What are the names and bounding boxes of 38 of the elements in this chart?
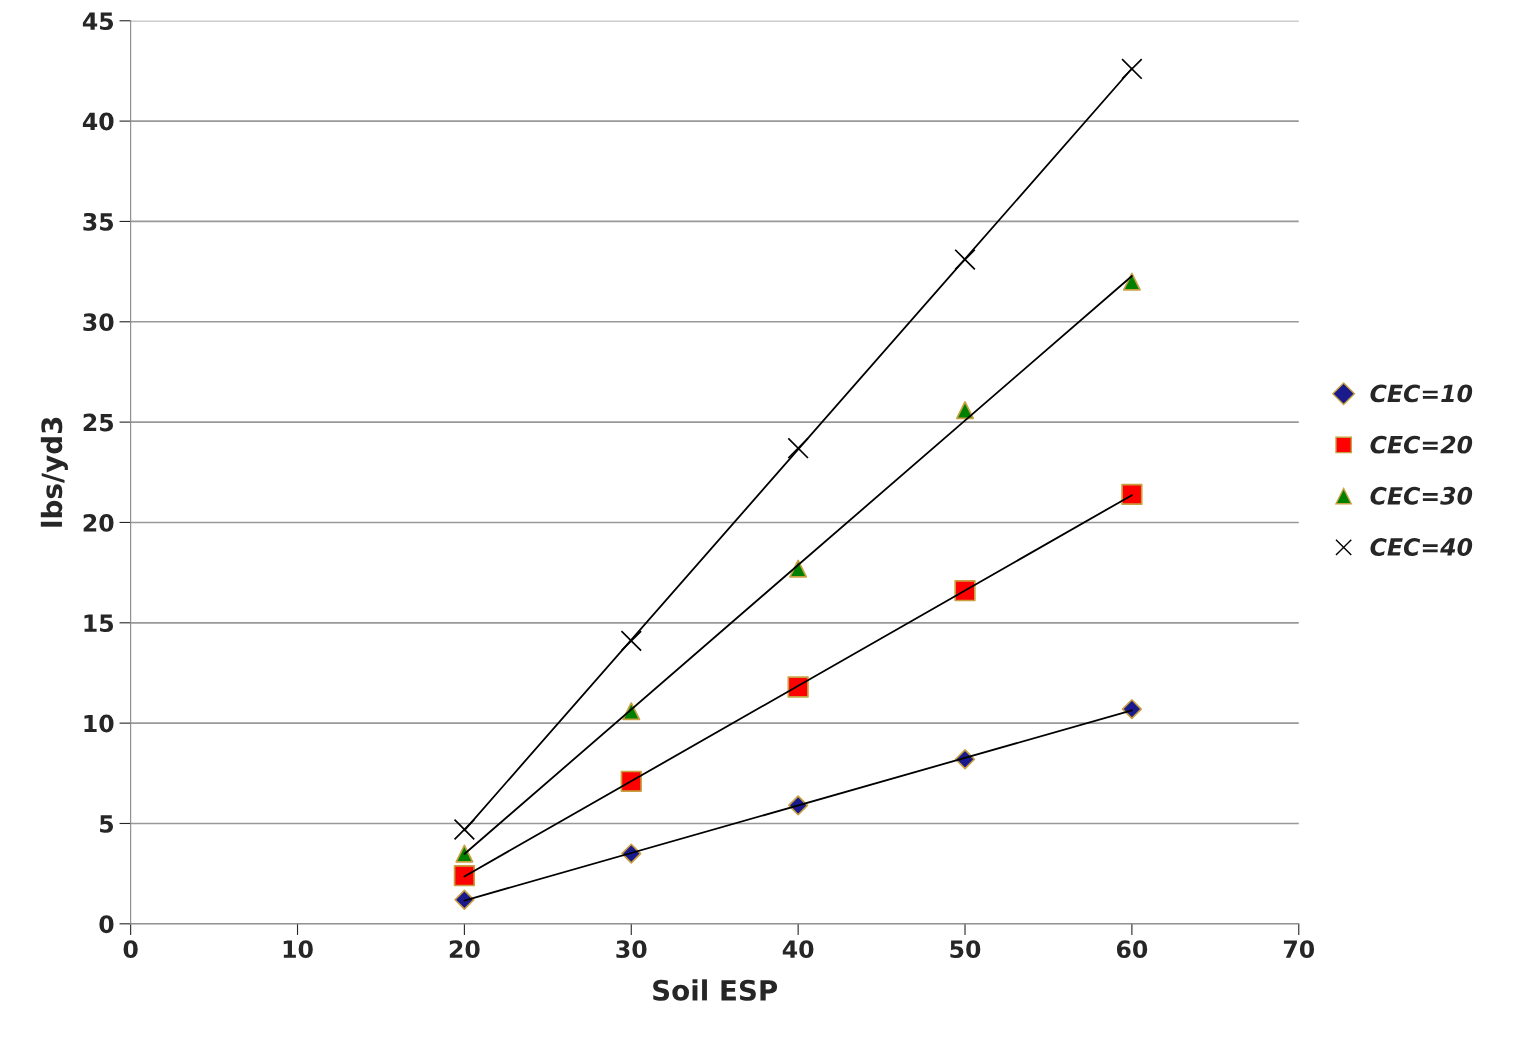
point xyxy=(453,865,476,887)
x-tick-label: 40 xyxy=(782,940,814,959)
point xyxy=(1121,698,1143,720)
y-tick-label: 45 xyxy=(82,12,114,31)
point xyxy=(454,889,475,910)
x-tick-label: 10 xyxy=(283,940,313,959)
y-tick-label: 15 xyxy=(84,614,114,633)
point xyxy=(789,559,808,578)
point xyxy=(787,676,809,698)
point xyxy=(1121,58,1143,80)
x-tick-label: 30 xyxy=(616,940,647,959)
point xyxy=(1121,483,1143,506)
x-axis-title: Soil ESP xyxy=(653,979,778,1001)
y-tick-label: 10 xyxy=(84,714,114,733)
x-tick-label: 20 xyxy=(449,940,480,959)
y-tick-label: 40 xyxy=(82,112,114,131)
legend-label: CEC=10 xyxy=(1370,384,1473,403)
legend-label: CEC=30 xyxy=(1370,486,1473,505)
point xyxy=(1122,272,1141,291)
point xyxy=(787,437,809,459)
point xyxy=(955,401,975,420)
point xyxy=(620,630,642,652)
y-tick-label: 0 xyxy=(99,915,114,934)
legend-label: CEC=20 xyxy=(1370,435,1473,454)
legend-label: CEC=40 xyxy=(1370,538,1473,556)
y-tick-label: 35 xyxy=(83,212,114,231)
x-tick-label: 70 xyxy=(1283,940,1315,959)
point xyxy=(954,248,976,271)
y-axis-title: lbs/yd3 xyxy=(40,417,68,527)
y-tick-label: 25 xyxy=(83,413,114,432)
y-tick-label: 5 xyxy=(100,815,114,833)
point xyxy=(453,818,476,841)
x-tick-label: 0 xyxy=(123,940,138,959)
x-tick-label: 60 xyxy=(1116,940,1148,959)
y-tick-label: 30 xyxy=(83,313,114,332)
y-tick-label: 20 xyxy=(83,513,114,532)
x-tick-label: 50 xyxy=(950,940,981,959)
point xyxy=(455,844,474,863)
